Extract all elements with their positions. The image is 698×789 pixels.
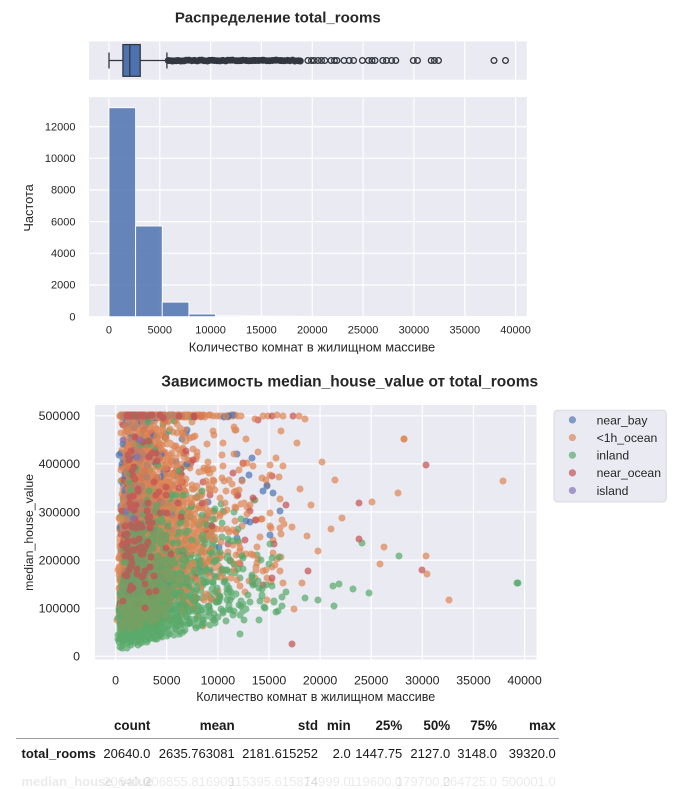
svg-text:Количество комнат в жилищном м: Количество комнат в жилищном массиве: [189, 339, 435, 354]
svg-text:near_ocean: near_ocean: [597, 466, 661, 480]
svg-text:400000: 400000: [39, 457, 80, 471]
svg-text:Зависимость median_house_value: Зависимость median_house_value от total_…: [161, 374, 538, 391]
svg-text:0: 0: [69, 311, 75, 323]
svg-text:35000: 35000: [456, 673, 491, 687]
svg-text:30000: 30000: [399, 325, 430, 337]
svg-text:15000: 15000: [246, 325, 277, 337]
svg-text:10000: 10000: [45, 153, 76, 165]
svg-text:40000: 40000: [507, 673, 542, 687]
svg-text:0: 0: [73, 650, 80, 664]
svg-text:6000: 6000: [51, 216, 75, 228]
svg-text:island: island: [597, 484, 629, 498]
svg-text:15000: 15000: [252, 673, 287, 687]
svg-text:5000: 5000: [148, 325, 172, 337]
svg-text:2000: 2000: [51, 280, 75, 292]
svg-text:35000: 35000: [450, 325, 481, 337]
svg-text:median_house_value: median_house_value: [22, 474, 36, 591]
svg-text:4000: 4000: [51, 248, 75, 260]
svg-text:300000: 300000: [39, 505, 80, 519]
svg-text:Количество комнат в жилищном м: Количество комнат в жилищном массиве: [196, 690, 435, 704]
svg-text:near_bay: near_bay: [597, 413, 649, 427]
svg-text:inland: inland: [597, 449, 630, 463]
svg-text:<1h_ocean: <1h_ocean: [597, 431, 658, 445]
svg-text:Распределение total_rooms: Распределение total_rooms: [175, 9, 381, 26]
svg-text:Частота: Частота: [21, 183, 36, 231]
svg-text:8000: 8000: [51, 185, 75, 197]
svg-text:30000: 30000: [405, 673, 440, 687]
svg-text:20000: 20000: [297, 325, 328, 337]
svg-text:100000: 100000: [39, 602, 80, 616]
svg-text:500000: 500000: [39, 409, 80, 423]
svg-text:20000: 20000: [303, 673, 338, 687]
svg-text:200000: 200000: [39, 553, 80, 567]
svg-text:0: 0: [106, 325, 112, 337]
svg-text:10000: 10000: [195, 325, 226, 337]
svg-text:40000: 40000: [500, 325, 531, 337]
svg-text:10000: 10000: [201, 673, 236, 687]
svg-text:25000: 25000: [354, 673, 389, 687]
svg-text:5000: 5000: [153, 673, 181, 687]
svg-text:0: 0: [112, 673, 119, 687]
svg-text:12000: 12000: [45, 121, 76, 133]
svg-text:25000: 25000: [348, 325, 379, 337]
